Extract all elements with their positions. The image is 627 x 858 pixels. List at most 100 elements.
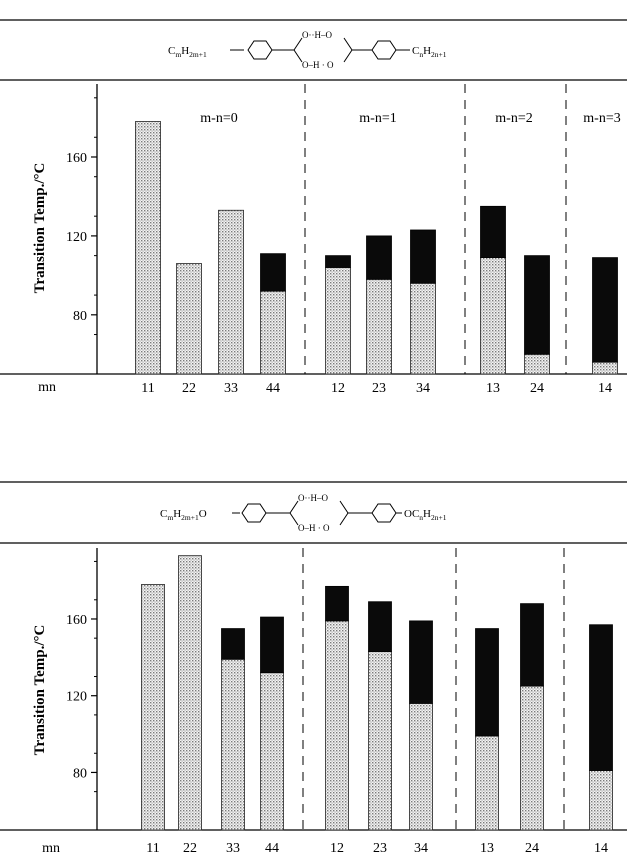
formula-right-sub1: n — [419, 50, 423, 59]
dimer-link-bottom: O–H · O — [302, 60, 334, 70]
x-tick-label: 23 — [372, 381, 386, 396]
x-tick-label: 22 — [182, 381, 196, 396]
bar-lower-phase — [410, 282, 436, 375]
formula-right-sub1: n — [419, 513, 423, 522]
x-axis-prefix: mn — [38, 380, 56, 395]
bar-lower-phase — [475, 735, 499, 831]
bar-lower-phase — [135, 121, 161, 375]
bar-lower-phase — [176, 263, 202, 375]
dimer-link-bottom: O–H · O — [298, 523, 330, 533]
svg-text:CmH2m+1O: CmH2m+1O — [160, 508, 207, 522]
x-tick-label: 22 — [183, 841, 197, 856]
bar-upper-phase — [410, 229, 436, 284]
svg-text:CmH2m+1: CmH2m+1 — [168, 45, 207, 59]
bar-lower-phase — [520, 685, 544, 831]
x-tick-label: 14 — [598, 381, 612, 396]
bar-lower-phase — [480, 257, 506, 375]
dimer-link-top: O··H–O — [298, 493, 328, 503]
bar-upper-phase — [589, 624, 613, 771]
formula-right-mid: H — [423, 508, 431, 520]
x-tick-label: 33 — [224, 381, 238, 396]
x-tick-label: 44 — [265, 841, 279, 856]
benzene-ring-icon — [247, 40, 273, 60]
svg-text:OCnH2n+1: OCnH2n+1 — [404, 508, 447, 522]
formula-left-sub1: m — [167, 513, 173, 522]
bars-layer: 80 120 160 11 22 33 44 12 23 34 13 24 14 — [0, 548, 627, 856]
x-tick-label: 12 — [331, 381, 345, 396]
x-axis-prefix: mn — [42, 841, 60, 856]
group-label: m-n=2 — [495, 111, 532, 126]
y-tick-label: 120 — [66, 690, 87, 705]
x-tick-label: 34 — [414, 841, 428, 856]
chart-panel-bottom: CmH2m+1O O··H–O O–H · O OCnH2n+1 Transit… — [0, 481, 627, 856]
y-tick-label: 160 — [66, 151, 87, 166]
formula-right-base: C — [412, 45, 419, 57]
x-tick-label: 14 — [594, 841, 608, 856]
bar-upper-phase — [524, 255, 550, 355]
y-tick-label: 80 — [73, 766, 87, 781]
bar-lower-phase — [260, 672, 284, 831]
bar-upper-phase — [260, 616, 284, 674]
bar-lower-phase — [325, 620, 349, 831]
chart-panel-top: CmH2m+1 O··H–O O–H · O CnH2n+1 Transitio… — [0, 19, 627, 396]
bar-lower-phase — [221, 658, 245, 831]
bar-lower-phase — [141, 584, 165, 831]
bar-upper-phase — [366, 235, 392, 280]
bar-lower-phase — [524, 353, 550, 375]
x-tick-label: 23 — [373, 841, 387, 856]
bar-lower-phase — [409, 702, 433, 831]
formula-right-mid: H — [423, 45, 431, 57]
bar-lower-phase — [589, 770, 613, 831]
bar-lower-phase — [260, 290, 286, 375]
bar-upper-phase — [221, 628, 245, 660]
formula-right-sub2: 2n+1 — [431, 513, 447, 522]
formula-left-tail: O — [199, 508, 207, 520]
benzene-ring-icon — [371, 40, 397, 60]
x-tick-label: 13 — [480, 841, 494, 856]
group-label: m-n=1 — [359, 111, 396, 126]
dimer-link-top: O··H–O — [302, 30, 332, 40]
x-tick-label: 33 — [226, 841, 240, 856]
bar-upper-phase — [592, 257, 618, 363]
x-tick-label: 11 — [146, 841, 159, 856]
benzene-ring-icon — [241, 503, 267, 523]
x-tick-label: 24 — [525, 841, 539, 856]
x-tick-label: 13 — [486, 381, 500, 396]
bars-layer: 80 120 160 m-n=0 m-n=1 m-n=2 m-n=3 11 22 33 44 12 23… — [0, 84, 627, 396]
y-tick-label: 80 — [73, 309, 87, 324]
bar-lower-phase — [218, 209, 244, 375]
svg-text:CnH2n+1: CnH2n+1 — [412, 45, 447, 59]
bar-upper-phase — [368, 601, 392, 652]
bar-upper-phase — [260, 253, 286, 292]
formula-left-base: C — [160, 508, 167, 520]
group-label: m-n=0 — [200, 111, 237, 126]
x-tick-label: 34 — [416, 381, 430, 396]
bar-lower-phase — [178, 555, 202, 831]
formula-left-mid: H — [173, 508, 181, 520]
x-tick-label: 44 — [266, 381, 280, 396]
structure-formula: CmH2m+1 O··H–O O–H · O CnH2n+1 — [168, 30, 447, 70]
bar-upper-phase — [325, 585, 349, 622]
y-tick-label: 120 — [66, 230, 87, 245]
formula-left-base: C — [168, 45, 175, 57]
bar-upper-phase — [325, 255, 351, 268]
bar-lower-phase — [325, 267, 351, 375]
y-axis-label: Transition Temp./°C — [32, 625, 48, 756]
formula-left-sub1: m — [175, 50, 181, 59]
bar-upper-phase — [475, 628, 499, 737]
y-axis-label: Transition Temp./°C — [32, 163, 48, 294]
bar-lower-phase — [366, 278, 392, 375]
formula-right-pre: OC — [404, 508, 419, 520]
group-label: m-n=3 — [583, 111, 620, 126]
formula-left-sub2: 2m+1 — [181, 513, 199, 522]
structure-formula: CmH2m+1O O··H–O O–H · O OCnH2n+1 — [160, 493, 447, 533]
bar-lower-phase — [368, 651, 392, 831]
x-tick-label: 11 — [141, 381, 154, 396]
y-tick-label: 160 — [66, 613, 87, 628]
benzene-ring-icon — [371, 503, 397, 523]
bar-upper-phase — [520, 603, 544, 687]
formula-right-sub2: 2n+1 — [431, 50, 447, 59]
bar-upper-phase — [409, 620, 433, 704]
bar-lower-phase — [592, 361, 618, 375]
